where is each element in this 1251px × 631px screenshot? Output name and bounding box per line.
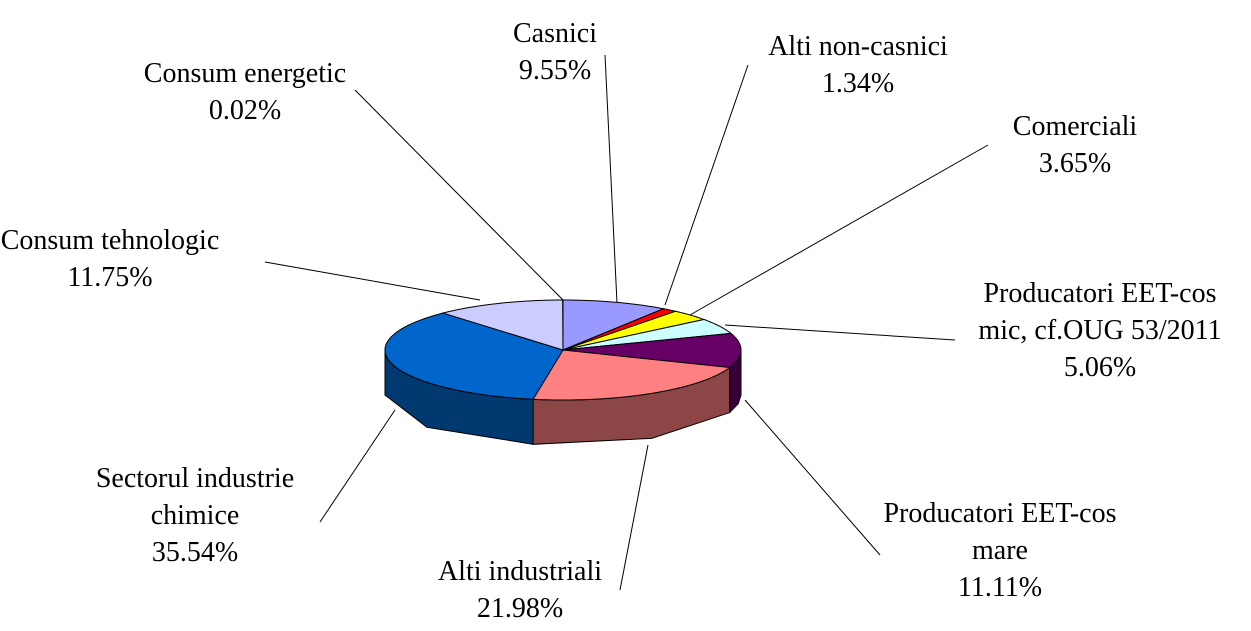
category-label: Alti industriali bbox=[437, 556, 603, 587]
leader-line bbox=[264, 261, 481, 301]
leader-line bbox=[354, 89, 564, 301]
leader-line bbox=[604, 54, 618, 304]
category-label: Consum tehnologic bbox=[0, 225, 220, 256]
slice-label: Sectorul industrie chimice 35.54% bbox=[70, 460, 320, 571]
slice-label: Alti non-casnici 1.34% bbox=[728, 28, 988, 102]
slice bbox=[532, 349, 732, 401]
value-label: 5.06% bbox=[1063, 352, 1137, 383]
value-label: 3.65% bbox=[1038, 148, 1112, 179]
category-label: Producatori EET-cos mare bbox=[883, 498, 1117, 566]
category-label: Alti non-casnici bbox=[768, 31, 948, 62]
slice-label: Consum tehnologic 11.75% bbox=[0, 222, 240, 296]
leader-line bbox=[319, 409, 396, 523]
leader-line bbox=[664, 64, 749, 306]
slice-label: Producatori EET-cos mic, cf.OUG 53/2011 5… bbox=[958, 275, 1243, 386]
value-label: 1.34% bbox=[821, 68, 895, 99]
slice-label: Consum energetic 0.02% bbox=[100, 55, 390, 129]
slice bbox=[562, 318, 733, 351]
category-label: Producatori EET-cos mic, cf.OUG 53/2011 bbox=[978, 278, 1222, 346]
category-label: Consum energetic bbox=[143, 58, 347, 89]
category-label: Comerciali bbox=[1012, 111, 1138, 142]
value-label: 11.11% bbox=[957, 572, 1043, 603]
slice bbox=[441, 299, 564, 351]
value-label: 11.75% bbox=[67, 262, 153, 293]
category-label: Casnici bbox=[513, 18, 597, 49]
slice-label: Alti industriali 21.98% bbox=[390, 553, 650, 627]
slice bbox=[562, 332, 742, 369]
leader-line bbox=[619, 444, 649, 591]
value-label: 9.55% bbox=[518, 55, 592, 86]
category-label: Sectorul industrie chimice bbox=[95, 463, 295, 531]
leader-line bbox=[744, 399, 881, 556]
slice-label: Producatori EET-cos mare 11.11% bbox=[868, 495, 1133, 606]
slice-label: Casnici 9.55% bbox=[455, 15, 655, 89]
slice-label: Comerciali 3.65% bbox=[965, 108, 1185, 182]
value-label: 0.02% bbox=[208, 95, 282, 126]
value-label: 21.98% bbox=[476, 593, 564, 624]
value-label: 35.54% bbox=[151, 537, 239, 568]
slice bbox=[384, 312, 564, 400]
leader-line bbox=[689, 144, 989, 316]
leader-line bbox=[724, 324, 956, 341]
slice bbox=[562, 299, 666, 351]
